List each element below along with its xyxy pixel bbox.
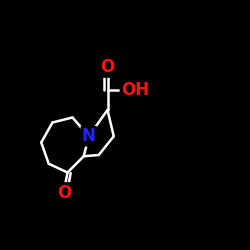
Text: N: N <box>82 127 96 145</box>
Text: O: O <box>100 58 114 76</box>
Text: O: O <box>56 184 71 202</box>
Text: OH: OH <box>121 81 149 99</box>
